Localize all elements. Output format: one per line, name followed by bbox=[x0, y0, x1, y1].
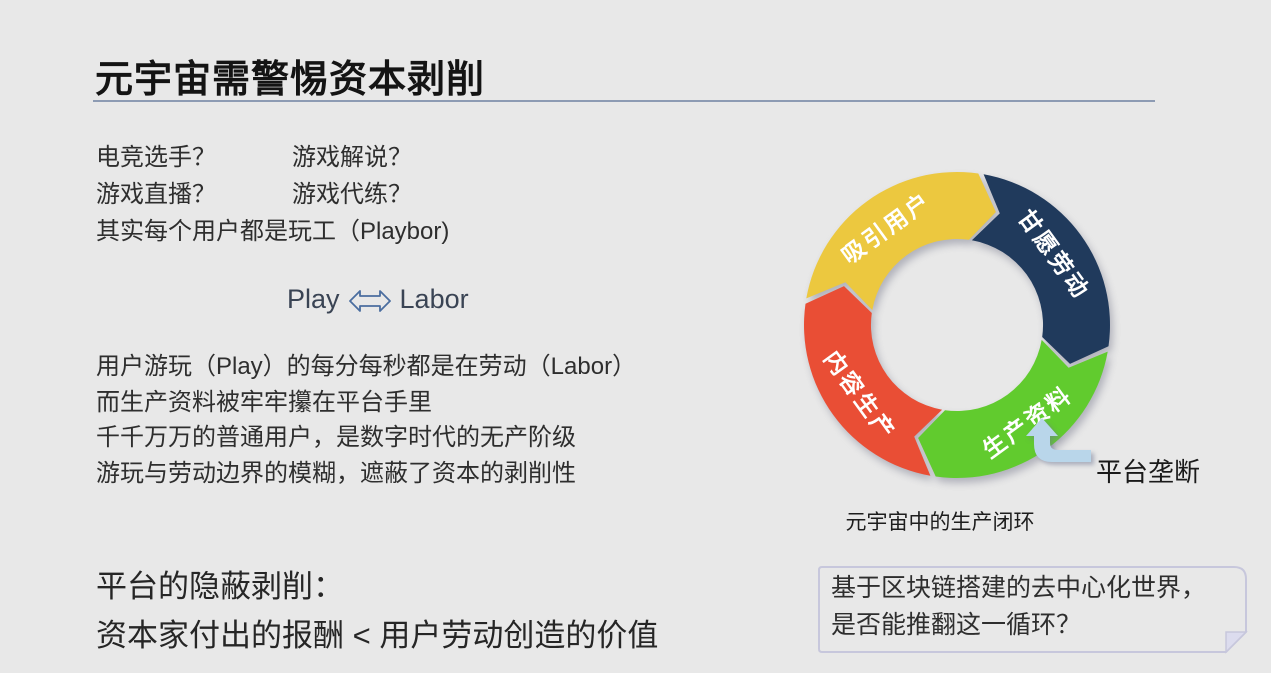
conclusion-line-1: 平台的隐蔽剥削： bbox=[96, 569, 344, 604]
intro-line-3: 其实每个用户都是玩工（Playbor) bbox=[96, 218, 450, 245]
cycle-segment-1 bbox=[806, 172, 996, 311]
cycle-segment-2 bbox=[971, 174, 1110, 364]
cycle-segment-4 bbox=[804, 286, 943, 476]
callout-line-1: 基于区块链搭建的去中心化世界， bbox=[831, 574, 1207, 602]
intro-line-1: 电竞选手？ 游戏解说？ bbox=[96, 139, 449, 176]
conclusion-line-2: 资本家付出的报酬 < 用户劳动创造的价值 bbox=[96, 618, 659, 653]
para-line: 千千万万的普通用户，是数字时代的无产阶级 bbox=[96, 424, 576, 451]
cycle-segment-3 bbox=[918, 339, 1108, 478]
title-underline bbox=[93, 100, 1155, 102]
question-esports: 电竞选手？ bbox=[96, 144, 216, 171]
blockchain-callout-box bbox=[818, 566, 1248, 654]
question-boosting: 游戏代练？ bbox=[292, 181, 412, 208]
para-line: 而生产资料被牢牢攥在平台手里 bbox=[96, 388, 432, 416]
platform-monopoly-arrow-icon bbox=[1026, 418, 1091, 462]
body-paragraph: 用户游玩（Play）的每分每秒都是在劳动（Labor） 而生产资料被牢牢攥在平台… bbox=[96, 349, 636, 491]
para-line: 用户游玩（Play）的每分每秒都是在劳动（Labor） bbox=[96, 353, 637, 380]
conclusion-block: 平台的隐蔽剥削： 资本家付出的报酬 < 用户劳动创造的价值 bbox=[96, 562, 658, 660]
intro-block: 电竞选手？ 游戏解说？ 游戏直播？ 游戏代练？ 其实每个用户都是玩工（Playbor… bbox=[96, 139, 449, 250]
labor-text: Labor bbox=[399, 284, 469, 314]
double-arrow-icon bbox=[348, 289, 391, 312]
question-streaming: 游戏直播？ bbox=[96, 181, 216, 208]
diagram-caption: 元宇宙中的生产闭环 bbox=[845, 511, 1035, 534]
para-line: 游玩与劳动边界的模糊，遮蔽了资本的剥削性 bbox=[96, 459, 576, 487]
platform-monopoly-label: 平台垄断 bbox=[1096, 457, 1201, 487]
intro-line-2: 游戏直播？ 游戏代练？ bbox=[96, 176, 449, 213]
slide-title: 元宇宙需警惕资本剥削 bbox=[95, 59, 486, 101]
blockchain-callout-text: 基于区块链搭建的去中心化世界， 是否能推翻这一循环？ bbox=[831, 570, 1206, 644]
question-commentary: 游戏解说？ bbox=[292, 144, 412, 171]
play-text: Play bbox=[287, 284, 340, 314]
play-labor-equation: Play Labor bbox=[287, 284, 469, 315]
folded-corner-icon bbox=[1225, 631, 1248, 654]
callout-line-2: 是否能推翻这一循环？ bbox=[831, 611, 1082, 639]
